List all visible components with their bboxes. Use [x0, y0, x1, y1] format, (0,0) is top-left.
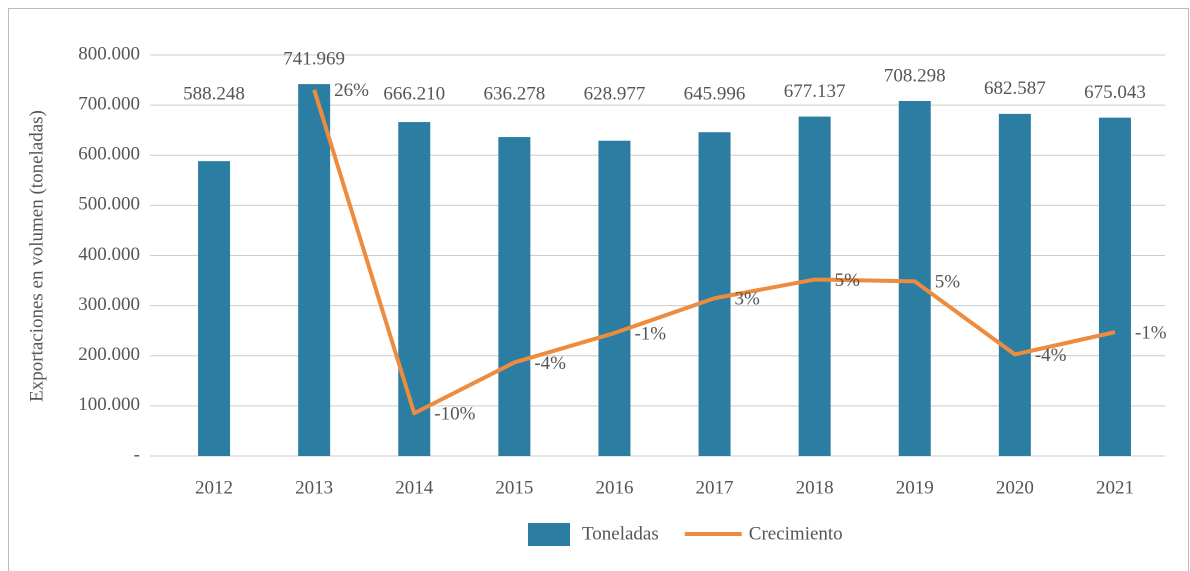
bar	[398, 122, 431, 456]
line-value-label: 5%	[935, 272, 961, 293]
x-tick-label: 2016	[595, 477, 633, 498]
bar	[998, 113, 1031, 456]
bar	[798, 116, 831, 456]
bar	[898, 100, 931, 456]
bar	[298, 84, 331, 456]
y-tick-label: 700.000	[78, 93, 140, 114]
bar-value-label: 741.969	[283, 48, 345, 69]
chart-frame	[8, 8, 1189, 571]
line-value-label: 5%	[835, 270, 861, 291]
legend-label: Toneladas	[582, 523, 659, 544]
bar-value-label: 675.043	[1084, 82, 1146, 103]
line-value-label: -1%	[1135, 322, 1167, 343]
y-tick-label: 400.000	[78, 244, 140, 265]
line-value-label: -4%	[534, 353, 566, 374]
line-value-label: -1%	[634, 323, 666, 344]
x-tick-label: 2012	[195, 477, 233, 498]
growth-line	[312, 89, 1116, 416]
x-tick-label: 2019	[896, 477, 934, 498]
y-tick-label: 800.000	[78, 43, 140, 64]
bar-value-label: 645.996	[684, 83, 746, 104]
bar-value-label: 636.278	[483, 83, 545, 104]
x-tick-label: 2018	[796, 477, 834, 498]
bar-value-label: 588.248	[183, 83, 245, 104]
y-tick-label: 600.000	[78, 144, 140, 165]
bar-value-label: 677.137	[784, 81, 846, 102]
x-tick-label: 2013	[295, 477, 333, 498]
bar	[598, 140, 631, 456]
bar-value-label: 666.210	[383, 83, 445, 104]
bar	[198, 161, 231, 456]
x-tick-label: 2017	[696, 477, 734, 498]
line-value-label: 26%	[334, 80, 369, 101]
bar-value-label: 628.977	[584, 83, 646, 104]
y-tick-label: -	[134, 444, 140, 465]
y-tick-label: 300.000	[78, 294, 140, 315]
y-tick-label: 500.000	[78, 194, 140, 215]
y-tick-label: 100.000	[78, 394, 140, 415]
bar	[1098, 117, 1131, 456]
x-tick-label: 2021	[1096, 477, 1134, 498]
x-tick-label: 2020	[996, 477, 1034, 498]
y-tick-label: 200.000	[78, 344, 140, 365]
bar	[698, 132, 731, 456]
y-axis-title: Exportaciones en volumen (toneladas)	[26, 110, 47, 402]
line-value-label: -10%	[434, 404, 475, 425]
bar-value-label: 682.587	[984, 78, 1046, 99]
line-value-label: 3%	[735, 289, 761, 310]
legend-label: Crecimiento	[749, 523, 843, 544]
bar	[498, 137, 531, 456]
legend-swatch	[528, 523, 570, 546]
line-value-label: -4%	[1035, 345, 1067, 366]
bar-value-label: 708.298	[884, 65, 946, 86]
x-tick-label: 2014	[395, 477, 434, 498]
x-tick-label: 2015	[495, 477, 533, 498]
